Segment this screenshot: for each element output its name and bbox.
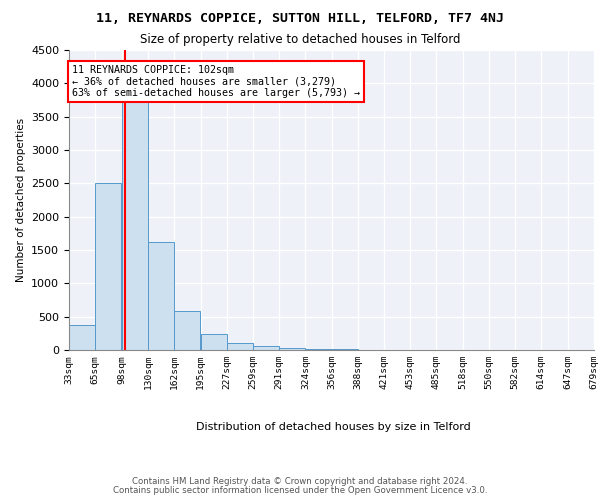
Bar <box>174 310 200 350</box>
Bar <box>95 184 121 350</box>
Text: Size of property relative to detached houses in Telford: Size of property relative to detached ho… <box>140 32 460 46</box>
Bar <box>148 242 174 350</box>
Bar <box>305 349 331 350</box>
Text: Contains public sector information licensed under the Open Government Licence v3: Contains public sector information licen… <box>113 486 487 495</box>
Text: 11, REYNARDS COPPICE, SUTTON HILL, TELFORD, TF7 4NJ: 11, REYNARDS COPPICE, SUTTON HILL, TELFO… <box>96 12 504 26</box>
Y-axis label: Number of detached properties: Number of detached properties <box>16 118 26 282</box>
Bar <box>278 348 305 350</box>
Bar <box>227 343 253 350</box>
Bar <box>122 100 148 350</box>
Text: Distribution of detached houses by size in Telford: Distribution of detached houses by size … <box>196 422 470 432</box>
Text: 11 REYNARDS COPPICE: 102sqm
← 36% of detached houses are smaller (3,279)
63% of : 11 REYNARDS COPPICE: 102sqm ← 36% of det… <box>72 64 360 98</box>
Bar <box>69 325 95 350</box>
Bar <box>253 346 278 350</box>
Text: Contains HM Land Registry data © Crown copyright and database right 2024.: Contains HM Land Registry data © Crown c… <box>132 477 468 486</box>
Bar <box>200 334 227 350</box>
